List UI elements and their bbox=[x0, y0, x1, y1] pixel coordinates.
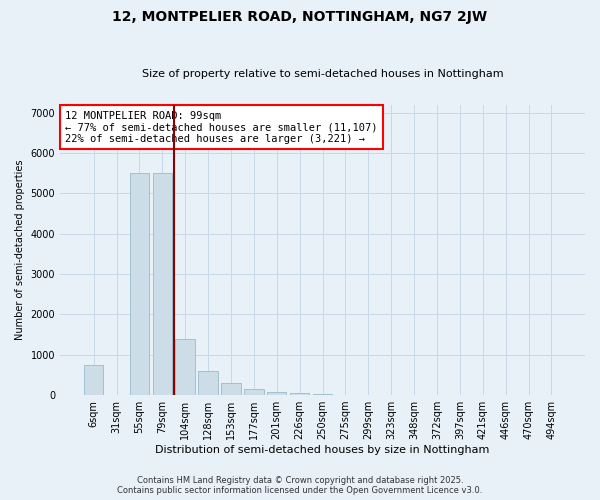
Text: 12 MONTPELIER ROAD: 99sqm
← 77% of semi-detached houses are smaller (11,107)
22%: 12 MONTPELIER ROAD: 99sqm ← 77% of semi-… bbox=[65, 110, 378, 144]
Bar bbox=[221, 383, 241, 395]
Bar bbox=[199, 371, 218, 395]
Bar bbox=[267, 392, 286, 395]
Y-axis label: Number of semi-detached properties: Number of semi-detached properties bbox=[15, 160, 25, 340]
Bar bbox=[152, 174, 172, 395]
Title: Size of property relative to semi-detached houses in Nottingham: Size of property relative to semi-detach… bbox=[142, 69, 503, 79]
Bar bbox=[175, 338, 195, 395]
Text: 12, MONTPELIER ROAD, NOTTINGHAM, NG7 2JW: 12, MONTPELIER ROAD, NOTTINGHAM, NG7 2JW bbox=[112, 10, 488, 24]
Bar bbox=[313, 394, 332, 395]
Bar bbox=[130, 174, 149, 395]
Bar bbox=[290, 393, 310, 395]
Bar bbox=[84, 365, 103, 395]
Text: Contains HM Land Registry data © Crown copyright and database right 2025.
Contai: Contains HM Land Registry data © Crown c… bbox=[118, 476, 482, 495]
X-axis label: Distribution of semi-detached houses by size in Nottingham: Distribution of semi-detached houses by … bbox=[155, 445, 490, 455]
Bar bbox=[244, 389, 263, 395]
